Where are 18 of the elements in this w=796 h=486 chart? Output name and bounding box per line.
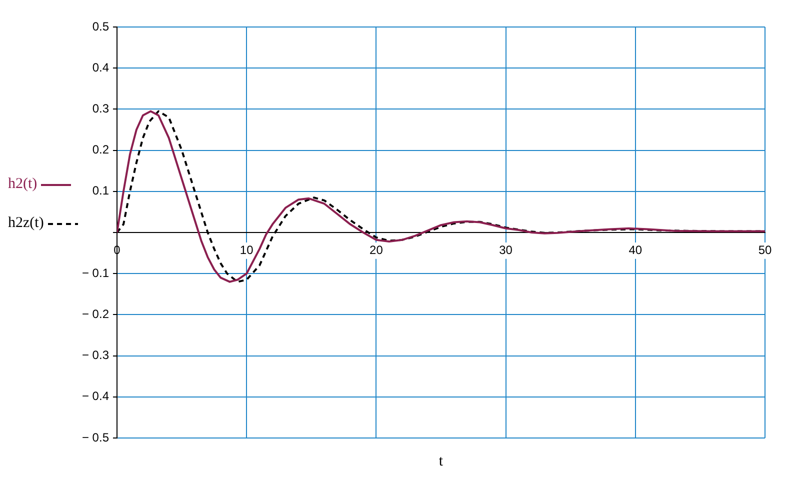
x-tick-label: 30 <box>499 243 513 258</box>
x-tick-label: 50 <box>758 243 772 258</box>
y-tick-label: 0.1 <box>92 184 110 198</box>
x-tick-label: 10 <box>240 243 254 258</box>
legend-label: h2z(t) <box>8 215 44 232</box>
y-tick-label: − 0.2 <box>82 307 110 322</box>
legend-label: h2(t) <box>8 176 38 193</box>
y-tick-label: 0.5 <box>92 19 110 34</box>
y-tick-label: − 0.1 <box>82 266 110 280</box>
x-tick-label: 40 <box>628 243 642 258</box>
y-tick-label: − 0.3 <box>82 348 110 362</box>
y-tick-label: 0.2 <box>92 142 110 157</box>
y-tick-label: 0.3 <box>92 102 110 116</box>
y-tick-label: − 0.5 <box>82 430 110 444</box>
y-tick-label: − 0.4 <box>82 389 110 404</box>
y-tick-label: 0.4 <box>92 60 110 74</box>
x-tick-label: 20 <box>370 243 384 258</box>
x-axis-title: t <box>438 453 444 470</box>
